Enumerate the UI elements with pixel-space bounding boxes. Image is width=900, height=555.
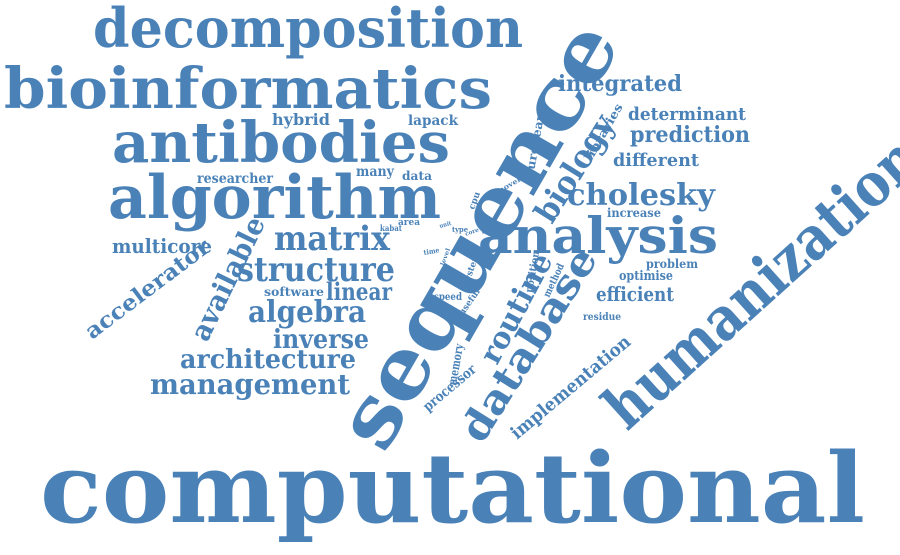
word-cholesky: cholesky (567, 178, 717, 213)
word-multicore: multicore (112, 234, 212, 258)
word-determinant: determinant (628, 104, 747, 125)
word-unit: unit (439, 220, 453, 230)
word-efficient: efficient (596, 282, 675, 306)
word-optimise: optimise (619, 269, 673, 284)
word-antibodies: antibodies (112, 110, 450, 176)
word-analysis: analysis (478, 206, 718, 265)
word-management: management (150, 368, 350, 401)
word-lapack: lapack (408, 113, 458, 129)
word-architecture: architecture (180, 345, 356, 375)
word-speed: speed (434, 292, 462, 303)
word-inverse: inverse (273, 325, 369, 355)
word-hybrid: hybrid (272, 110, 330, 129)
word-linear: linear (326, 277, 392, 306)
word-increase: increase (607, 206, 661, 220)
word-software: software (264, 285, 324, 299)
word-many: many (356, 164, 395, 180)
word-researcher: researcher (197, 171, 274, 187)
word-data: data (402, 169, 432, 183)
word-matrix: matrix (274, 219, 391, 259)
word-core: core (464, 226, 480, 237)
word-kabat: kabat (380, 223, 402, 233)
word-prediction: prediction (630, 122, 750, 148)
word-problem: problem (646, 257, 698, 271)
word-bioinformatics: bioinformatics (4, 56, 492, 122)
word-computational: computational (40, 432, 865, 545)
word-residue: residue (583, 312, 621, 323)
word-algorithm: algorithm (108, 163, 441, 233)
word-integrated: integrated (558, 71, 682, 97)
word-area: area (398, 218, 420, 228)
word-structure: structure (237, 250, 395, 290)
word-time: time (423, 245, 441, 257)
word-different: different (613, 150, 700, 171)
word-type: type (452, 225, 469, 234)
word-algebra: algebra (248, 295, 366, 330)
word-decomposition: decomposition (93, 0, 523, 60)
